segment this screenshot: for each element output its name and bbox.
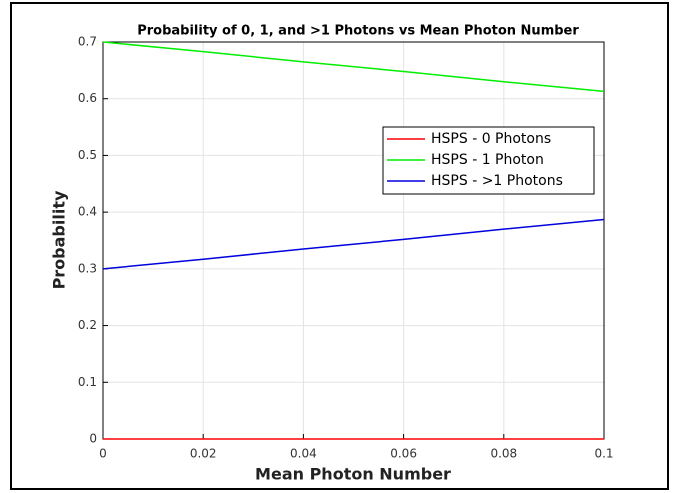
series-line [102, 41, 605, 93]
x-tick-label: 0.08 [490, 447, 517, 461]
y-tick-label: 0.7 [78, 35, 97, 49]
x-tick-label: 0 [99, 447, 107, 461]
x-tick-label: 0.06 [390, 447, 417, 461]
y-tick-label: 0.5 [78, 148, 97, 162]
series-line [102, 218, 605, 270]
x-tick-label: 0.04 [290, 447, 317, 461]
x-tick-label: 0.1 [594, 447, 613, 461]
legend-label: HSPS - 1 Photon [431, 152, 544, 168]
chart-title: Probability of 0, 1, and >1 Photons vs M… [137, 24, 579, 39]
legend-label: HSPS - >1 Photons [431, 173, 563, 189]
y-axis-label: Probability [50, 190, 69, 289]
y-tick-label: 0.1 [78, 375, 97, 389]
x-tick-label: 0.02 [190, 447, 217, 461]
y-tick-label: 0 [89, 432, 97, 446]
y-tick-label: 0.3 [78, 261, 97, 275]
y-tick-label: 0.2 [78, 318, 97, 332]
figure-frame [10, 2, 669, 490]
plot-frame [102, 41, 605, 440]
x-axis-label: Mean Photon Number [255, 465, 451, 484]
y-tick-label: 0.6 [78, 91, 97, 105]
legend-label: HSPS - 0 Photons [431, 131, 551, 147]
y-tick-label: 0.4 [78, 205, 97, 219]
